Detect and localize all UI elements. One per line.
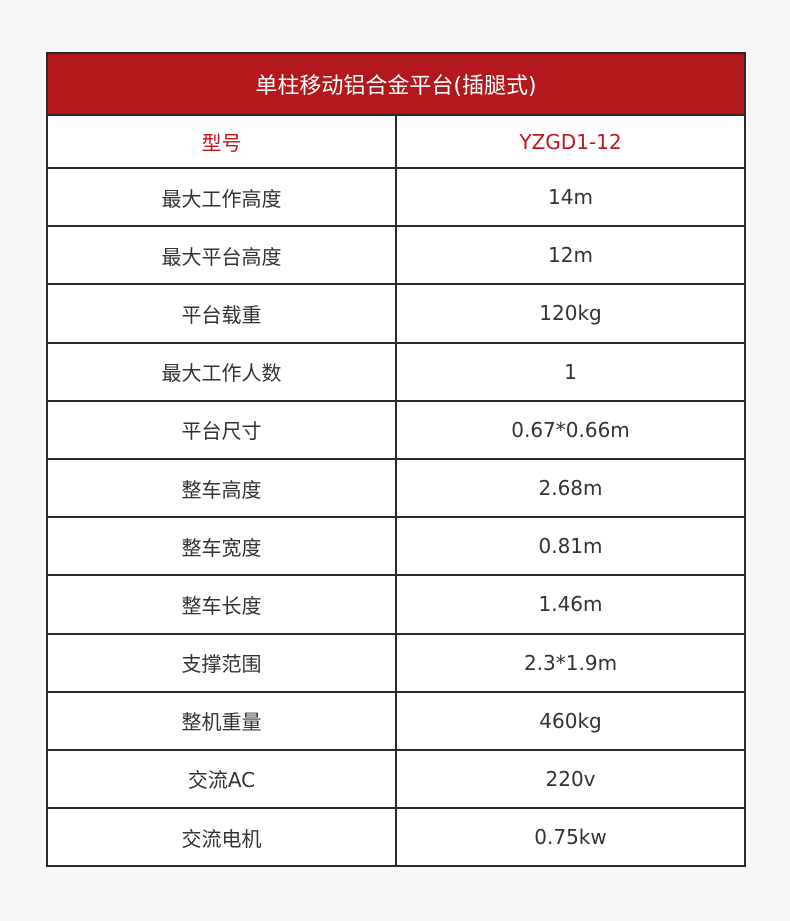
spec-value: 120kg <box>394 283 747 344</box>
header-cell: 型号 <box>46 114 397 169</box>
spec-label: 交流AC <box>46 748 397 810</box>
spec-row: 平台载重 120kg <box>46 283 747 344</box>
spec-row: 交流AC 220v <box>46 748 747 810</box>
spec-value: 12m <box>394 225 747 286</box>
spec-value: 460kg <box>394 690 747 751</box>
spec-row: 平台尺寸 0.67*0.66m <box>46 399 747 460</box>
spec-label: 整车长度 <box>46 574 397 635</box>
header-row: 型号 YZGD1-12 <box>46 114 747 169</box>
table-body: 单柱移动铝合金平台(插腿式) 型号 YZGD1-12 最大工作高度 14m 最大平台… <box>45 52 747 868</box>
spec-value: 0.75kw <box>394 807 747 868</box>
spec-row: 整车长度 1.46m <box>46 574 747 635</box>
spec-label: 支撑范围 <box>46 632 397 693</box>
spec-label: 整车宽度 <box>46 516 397 577</box>
spec-label: 最大工作高度 <box>46 166 397 228</box>
spec-row: 支撑范围 2.3*1.9m <box>46 632 747 693</box>
spec-row: 整车高度 2.68m <box>46 457 747 519</box>
spec-value: 220v <box>394 748 747 810</box>
spec-label: 交流电机 <box>46 807 397 868</box>
spec-label: 平台尺寸 <box>46 399 397 460</box>
spec-value: 14m <box>394 166 747 228</box>
spec-row: 最大平台高度 12m <box>46 225 747 286</box>
spec-label: 最大工作人数 <box>46 341 397 402</box>
spec-label: 最大平台高度 <box>46 225 397 286</box>
spec-label: 平台载重 <box>46 283 397 344</box>
header-cell: YZGD1-12 <box>394 114 747 169</box>
spec-table: 单柱移动铝合金平台(插腿式) 型号 YZGD1-12 最大工作高度 14m 最大平台… <box>45 52 747 868</box>
spec-label: 整机重量 <box>46 690 397 751</box>
spec-label: 整车高度 <box>46 457 397 519</box>
spec-row: 整车宽度 0.81m <box>46 516 747 577</box>
spec-row: 整机重量 460kg <box>46 690 747 751</box>
spec-value: 2.3*1.9m <box>394 632 747 693</box>
table-title: 单柱移动铝合金平台(插腿式) <box>45 52 747 116</box>
spec-value: 2.68m <box>394 457 747 519</box>
spec-row: 最大工作人数 1 <box>46 341 747 402</box>
spec-value: 0.67*0.66m <box>394 399 747 460</box>
title-row: 单柱移动铝合金平台(插腿式) <box>45 52 747 116</box>
spec-row: 最大工作高度 14m <box>46 166 747 228</box>
spec-row: 交流电机 0.75kw <box>46 807 747 868</box>
spec-value: 0.81m <box>394 516 747 577</box>
spec-value: 1 <box>394 341 747 402</box>
spec-value: 1.46m <box>394 574 747 635</box>
